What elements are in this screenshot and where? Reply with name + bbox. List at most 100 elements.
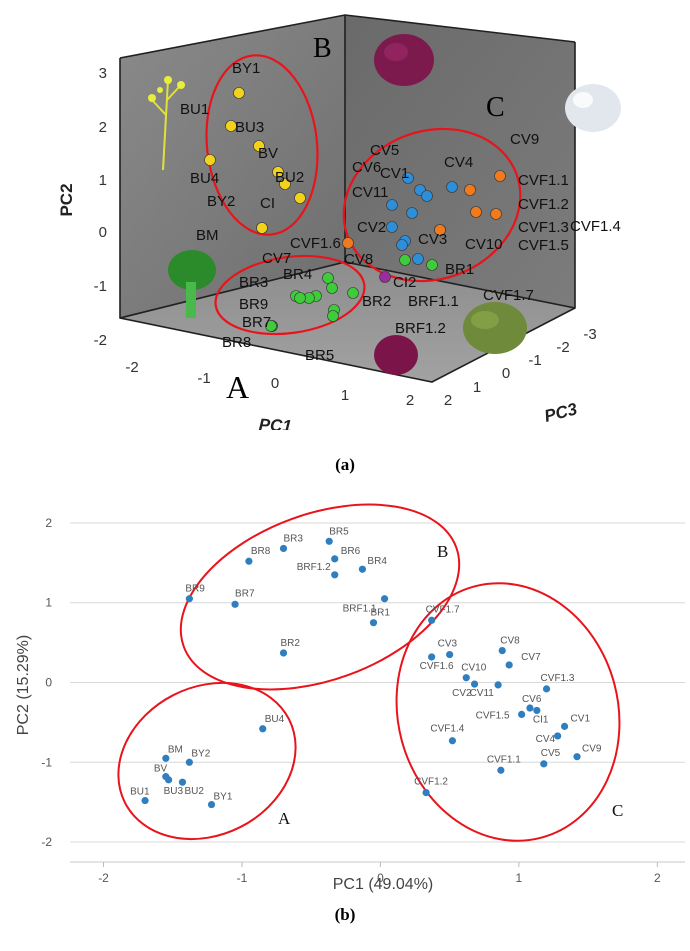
point-label-br6: BR6 — [341, 546, 361, 557]
x-axis-label: PC1 (49.04%) — [333, 876, 434, 893]
pc1-tick-0: 0 — [271, 375, 279, 392]
pc3-tick--3: -3 — [583, 326, 596, 343]
point-cv10 — [462, 674, 470, 682]
axis-ticks: -2 -1 0 1 2 -2 -1 0 1 2 — [41, 516, 661, 885]
point-label-3d-br9: BR9 — [239, 296, 268, 313]
point-bu2 — [178, 778, 187, 786]
point-br5 — [325, 537, 333, 545]
pc2-tick-2: 2 — [99, 119, 107, 136]
pc3-tick--2: -2 — [556, 339, 569, 356]
red-cabbage-icon — [374, 34, 434, 86]
point-label-cv5: CV5 — [541, 748, 561, 759]
point-label-br8: BR8 — [251, 546, 271, 557]
pc2-tick-3: 3 — [99, 65, 107, 82]
point-label-cvf1-1: CVF1.1 — [487, 754, 521, 765]
point-label-3d-ci2: CI2 — [393, 274, 416, 291]
point-3d-brf1-2 — [327, 310, 339, 322]
point-bu3 — [165, 776, 173, 784]
points-3d — [204, 87, 506, 332]
point-label-3d-br5: BR5 — [305, 347, 334, 364]
y-tick-2: 2 — [45, 516, 52, 530]
point-3d-cv6 — [386, 199, 398, 211]
point-cv6 — [526, 704, 534, 712]
point-label-cv10: CV10 — [461, 663, 486, 674]
point-label-3d-by1: BY1 — [232, 60, 260, 77]
x-tick-0: 0 — [377, 871, 384, 885]
point-br8 — [245, 557, 253, 565]
point-3d-br1 — [426, 259, 438, 271]
group-b-ellipse-3d — [205, 54, 319, 236]
point-label-3d-brf1-1: BRF1.1 — [408, 293, 459, 310]
point-label-3d-cvf1-1: CVF1.1 — [518, 172, 569, 189]
point-br1 — [369, 619, 378, 627]
point-br3 — [279, 544, 288, 553]
x-tick-2: 2 — [654, 871, 661, 885]
point-br7 — [231, 600, 239, 608]
point-cv8 — [498, 646, 506, 655]
floor-plane — [120, 262, 575, 382]
point-3d-unlabeled-2 — [265, 320, 277, 332]
group-label-c-3d: C — [486, 92, 505, 123]
point-3d-cvf1-3 — [470, 206, 482, 218]
point-label-3d-cv9: CV9 — [510, 131, 539, 148]
point-label-3d-cvf1-2: CVF1.2 — [518, 196, 569, 213]
point-label-bu2: BU2 — [184, 786, 204, 797]
point-bm — [162, 754, 170, 762]
point-label-ci1: CI1 — [533, 714, 549, 725]
point-label-by2: BY2 — [191, 748, 210, 759]
caption-b: (b) — [0, 905, 690, 925]
point-cvf1-1 — [497, 766, 505, 774]
point-label-3d-cv11: CV11 — [352, 184, 388, 201]
point-label-3d-br7: BR7 — [242, 314, 271, 331]
point-3d-cvf1-1 — [494, 170, 506, 182]
point-label-br2: BR2 — [281, 638, 301, 649]
point-3d-bu1 — [225, 120, 237, 132]
y-tick-1: 1 — [45, 596, 52, 610]
point-3d-bu4 — [279, 178, 291, 190]
point-3d-cvf1-4 — [490, 208, 502, 220]
point-br2 — [279, 649, 288, 657]
pc2-tick-0: 0 — [99, 224, 107, 241]
point-label-br7: BR7 — [235, 588, 255, 599]
point-label-3d-bu4: BU4 — [190, 170, 219, 187]
point-brf1-1 — [380, 595, 389, 603]
point-label-3d-cvf1-3: CVF1.3 — [518, 219, 569, 236]
pca-2d-scatter: -2 -1 0 1 2 -2 -1 0 1 2 BU4 BM BY2 BU1 BV BU3 BU2 BY1 BR8… — [15, 503, 685, 893]
point-cv9 — [573, 753, 581, 761]
point-label-3d-cv1: CV1 — [380, 165, 409, 182]
point-label-3d-br2: BR2 — [362, 293, 391, 310]
point-label-cv11: CV11 — [470, 688, 495, 699]
point-3d-br2 — [347, 287, 359, 299]
point-3d-cvf1-6 — [342, 237, 354, 249]
point-3d-cv10 — [434, 224, 446, 236]
point-label-3d-cvf1-5: CVF1.5 — [518, 237, 569, 254]
point-label-3d-cv7: CV7 — [262, 250, 291, 267]
caption-b-text: (b) — [334, 905, 356, 924]
point-label-cvf1-5: CVF1.5 — [476, 710, 510, 721]
point-label-3d-bu3: BU3 — [235, 119, 264, 136]
pc3-tick-labels: 2 1 0 -1 -2 -3 — [444, 326, 597, 409]
point-3d-by1 — [233, 87, 245, 99]
caption-a-text: (a) — [335, 455, 355, 474]
group-c-ellipse-2d — [395, 582, 621, 842]
point-label-bu4: BU4 — [265, 714, 285, 725]
group-b-ellipse-2d — [179, 503, 461, 691]
point-bu1 — [141, 796, 149, 805]
group-label-a-3d: A — [226, 369, 249, 405]
group-a-ellipse-3d — [214, 254, 366, 336]
caption-a: (a) — [0, 455, 690, 475]
point-3d-cv8 — [412, 253, 424, 265]
point-3d-cv2 — [386, 221, 398, 233]
point-label-br9: BR9 — [185, 584, 205, 595]
point-cvf1-7 — [428, 616, 436, 624]
group-label-c-2d: C — [612, 801, 623, 820]
pc2-tick-1: 1 — [99, 172, 107, 189]
purple-cauliflower-icon — [374, 335, 418, 375]
panel-a-3d-pca: BY1 BU1 BU3 BV BU4 BU2 BY2 CI BM CV5 CV6 CV1 CV4 CV11… — [0, 0, 690, 436]
point-3d-cvf1-7 — [399, 254, 411, 266]
pc3-tick-1: 1 — [473, 379, 481, 396]
point-cv4 — [554, 732, 562, 740]
point-label-cv4: CV4 — [536, 734, 556, 745]
